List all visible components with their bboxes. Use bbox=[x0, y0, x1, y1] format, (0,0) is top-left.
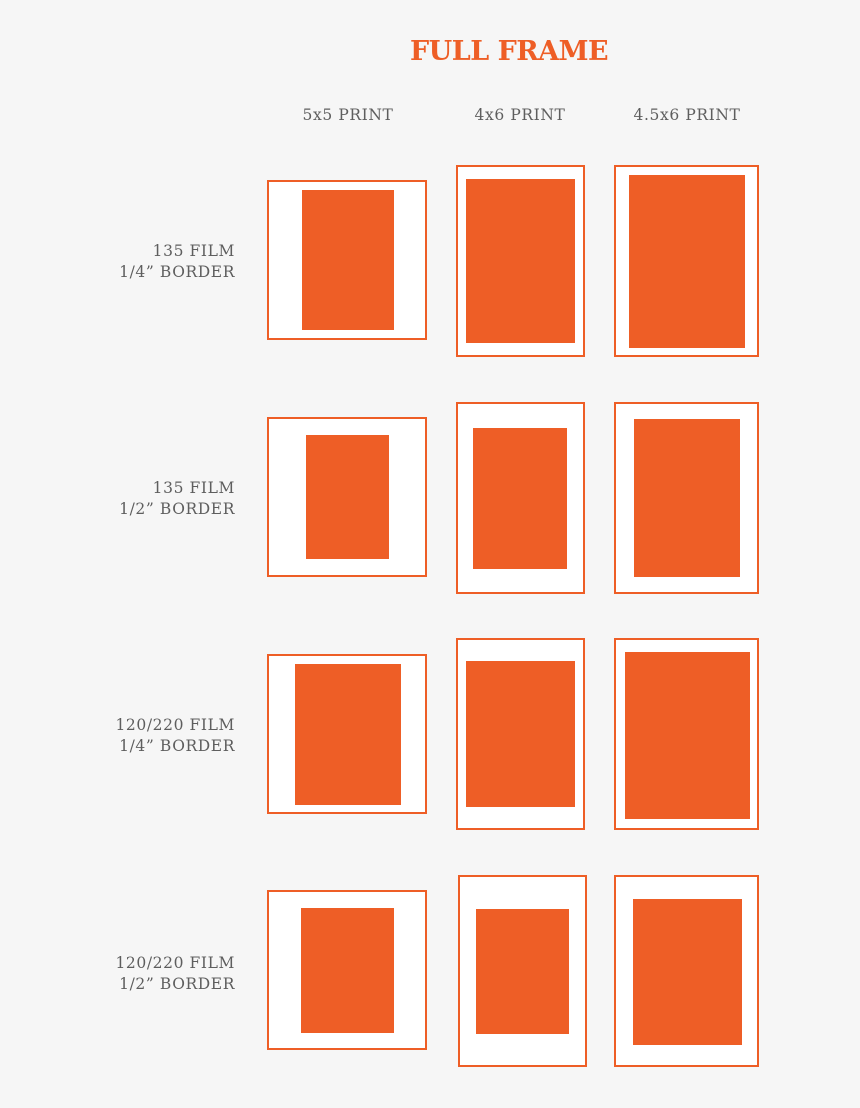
row-label-135-quarter: 135 FILM 1/4” BORDER bbox=[40, 241, 235, 283]
print-frame-120-half-4x6 bbox=[458, 875, 587, 1067]
print-frame-135-half-4x6 bbox=[456, 402, 585, 594]
print-frame-120-quarter-4-5x6 bbox=[614, 638, 759, 830]
print-frame-135-half-4-5x6 bbox=[614, 402, 759, 594]
print-frame-135-quarter-5x5 bbox=[267, 180, 427, 340]
row-label-border: 1/2” BORDER bbox=[119, 500, 235, 518]
row-label-film: 120/220 FILM bbox=[115, 716, 235, 734]
column-header-4x6: 4x6 PRINT bbox=[474, 106, 566, 124]
image-area bbox=[473, 428, 567, 569]
row-label-120-half: 120/220 FILM 1/2” BORDER bbox=[40, 953, 235, 995]
row-label-120-quarter: 120/220 FILM 1/4” BORDER bbox=[40, 715, 235, 757]
print-frame-135-quarter-4-5x6 bbox=[614, 165, 759, 357]
image-area bbox=[302, 190, 394, 330]
image-area bbox=[301, 908, 394, 1033]
row-label-135-half: 135 FILM 1/2” BORDER bbox=[40, 478, 235, 520]
page-title: FULL FRAME bbox=[410, 36, 609, 67]
image-area bbox=[476, 909, 569, 1034]
row-label-border: 1/4” BORDER bbox=[119, 263, 235, 281]
image-area bbox=[629, 175, 745, 348]
row-label-film: 135 FILM bbox=[152, 479, 235, 497]
image-area bbox=[634, 419, 740, 577]
column-header-5x5: 5x5 PRINT bbox=[302, 106, 394, 124]
print-frame-135-half-5x5 bbox=[267, 417, 427, 577]
row-label-border: 1/2” BORDER bbox=[119, 975, 235, 993]
print-frame-120-half-4-5x6 bbox=[614, 875, 759, 1067]
image-area bbox=[466, 179, 575, 343]
image-area bbox=[633, 899, 742, 1045]
print-frame-120-half-5x5 bbox=[267, 890, 427, 1050]
column-header-4-5x6: 4.5x6 PRINT bbox=[633, 106, 741, 124]
row-label-border: 1/4” BORDER bbox=[119, 737, 235, 755]
image-area bbox=[625, 652, 750, 819]
row-label-film: 120/220 FILM bbox=[115, 954, 235, 972]
print-frame-120-quarter-4x6 bbox=[456, 638, 585, 830]
print-frame-120-quarter-5x5 bbox=[267, 654, 427, 814]
print-frame-135-quarter-4x6 bbox=[456, 165, 585, 357]
image-area bbox=[466, 661, 575, 807]
image-area bbox=[295, 664, 401, 805]
row-label-film: 135 FILM bbox=[152, 242, 235, 260]
image-area bbox=[306, 435, 389, 559]
